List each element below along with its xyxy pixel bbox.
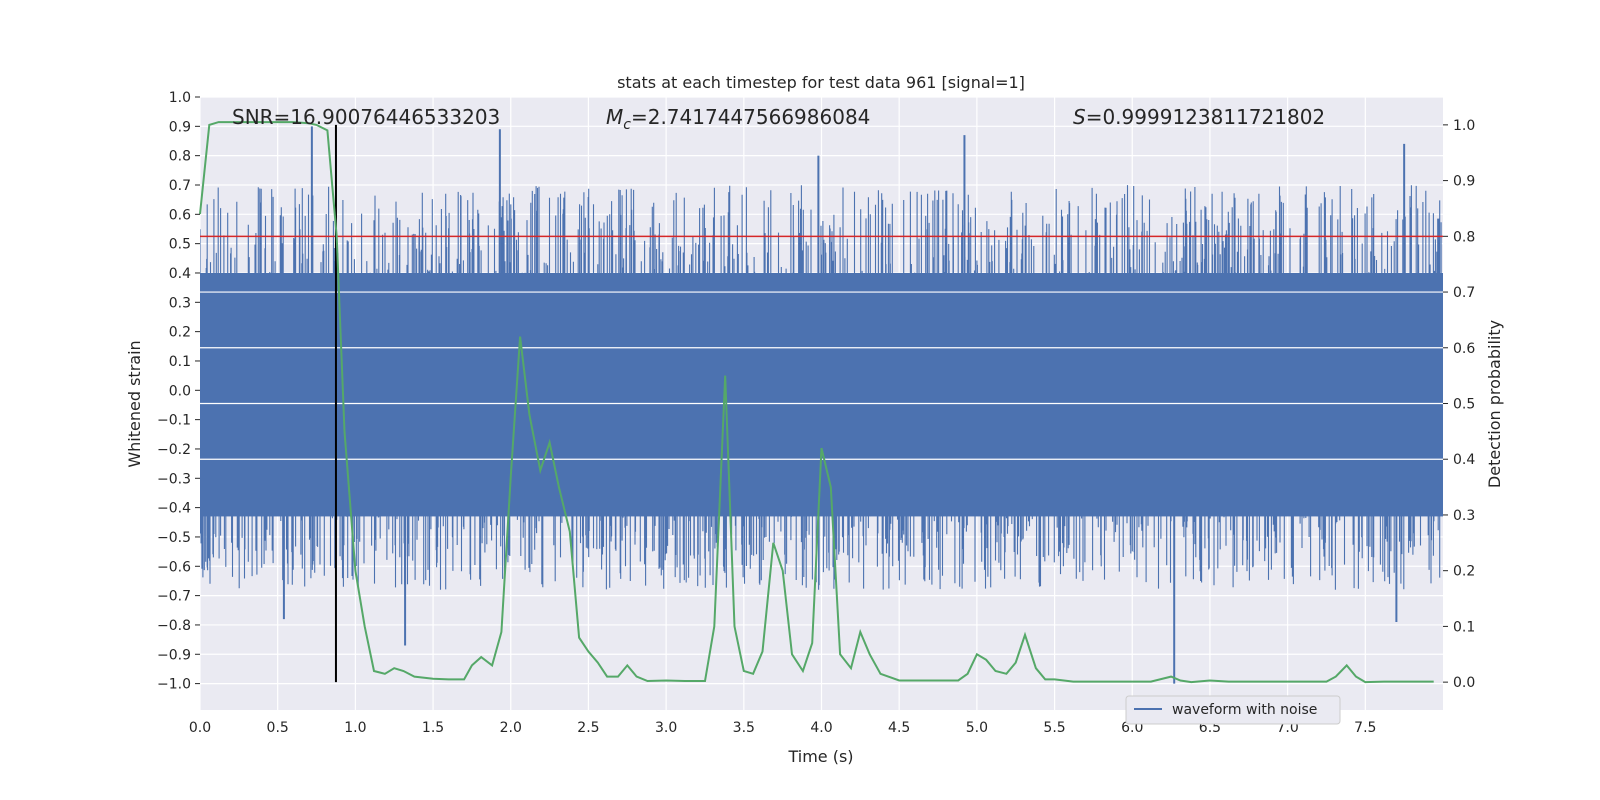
y-right-tick-label: 0.7 xyxy=(1453,285,1475,301)
y-right-tick-label: 0.2 xyxy=(1453,564,1475,580)
y-left-tick-label: −0.1 xyxy=(157,413,191,429)
y-right-tick-label: 0.5 xyxy=(1453,397,1475,413)
y-left-tick-label: 0.9 xyxy=(169,119,191,135)
x-tick-label: 3.0 xyxy=(655,720,677,736)
y-right-tick-label: 0.3 xyxy=(1453,508,1475,524)
y-right-tick-label: 0.6 xyxy=(1453,341,1475,357)
waveform-core-band xyxy=(200,272,1443,517)
y-left-tick-label: −0.7 xyxy=(157,589,191,605)
y-left-tick-label: 0.3 xyxy=(169,295,191,311)
s-symbol: S xyxy=(1073,105,1086,129)
detection-probability-line xyxy=(199,121,1434,684)
mc-value: =2.7417447566986084 xyxy=(631,105,870,129)
y-right-tick-label: 0.4 xyxy=(1453,452,1475,468)
score-annotation: S=0.9999123811721802 xyxy=(1073,105,1325,129)
x-tick-label: 5.5 xyxy=(1043,720,1065,736)
y-left-tick-label: 0.1 xyxy=(169,354,191,370)
x-axis-label: Time (s) xyxy=(787,747,853,766)
y-left-tick-label: 0.0 xyxy=(169,383,191,399)
y-left-tick-label: 0.4 xyxy=(169,266,191,282)
y-axis-right-label: Detection probability xyxy=(1485,320,1504,488)
mc-subscript: c xyxy=(623,117,631,133)
axes: 0.0 0.5 1.0 1.5 2.0 2.5 3.0 3.5 4.0 4.5 5.0 5.5 6.0 6… xyxy=(157,90,1475,736)
y-left-tick-label: −0.9 xyxy=(157,647,191,663)
y-left-tick-label: 0.6 xyxy=(169,207,191,223)
y-left-tick-label: −0.5 xyxy=(157,530,191,546)
y-left-tick-label: −0.4 xyxy=(157,501,191,517)
y-left-tick-label: 0.2 xyxy=(169,325,191,341)
y-left-tick-label: 0.5 xyxy=(169,237,191,253)
overlay-layer xyxy=(199,121,1443,684)
x-tick-label: 2.0 xyxy=(500,720,522,736)
y-left-tick-label: 0.8 xyxy=(169,149,191,165)
y-left-tick-label: 1.0 xyxy=(169,90,191,106)
x-tick-label: 3.5 xyxy=(733,720,755,736)
legend-label: waveform with noise xyxy=(1172,702,1317,718)
waveform-series xyxy=(200,126,1443,684)
snr-annotation: SNR=16.90076446533203 xyxy=(232,105,500,129)
x-tick-label: 0.0 xyxy=(189,720,211,736)
y-left-tick-label: −0.6 xyxy=(157,559,191,575)
x-tick-label: 7.5 xyxy=(1354,720,1376,736)
y-axis-left-label: Whitened strain xyxy=(125,340,144,467)
x-tick-label: 4.0 xyxy=(810,720,832,736)
y-right-tick-label: 0.0 xyxy=(1453,675,1475,691)
x-tick-label: 5.0 xyxy=(966,720,988,736)
chart-title: stats at each timestep for test data 961… xyxy=(617,73,1025,92)
y-left-tick-label: −0.8 xyxy=(157,618,191,634)
x-tick-label: 0.5 xyxy=(267,720,289,736)
y-right-tick-label: 0.8 xyxy=(1453,229,1475,245)
y-right-tick-label: 1.0 xyxy=(1453,118,1475,134)
y-left-tick-label: −1.0 xyxy=(157,677,191,693)
x-tick-label: 1.0 xyxy=(344,720,366,736)
y-left-tick-label: −0.2 xyxy=(157,442,191,458)
legend-box xyxy=(1125,695,1341,725)
legend: waveform with noise xyxy=(1125,695,1341,725)
y-left-tick-label: 0.7 xyxy=(169,178,191,194)
s-value: =0.9999123811721802 xyxy=(1086,105,1325,129)
y-right-tick-label: 0.1 xyxy=(1453,619,1475,635)
mc-symbol: M xyxy=(606,105,623,129)
x-tick-label: 2.5 xyxy=(577,720,599,736)
chirp-mass-annotation: Mc=2.7417447566986084 xyxy=(606,105,870,133)
y-left-tick-label: −0.3 xyxy=(157,471,191,487)
x-tick-label: 1.5 xyxy=(422,720,444,736)
x-tick-label: 4.5 xyxy=(888,720,910,736)
y-right-tick-label: 0.9 xyxy=(1453,174,1475,190)
